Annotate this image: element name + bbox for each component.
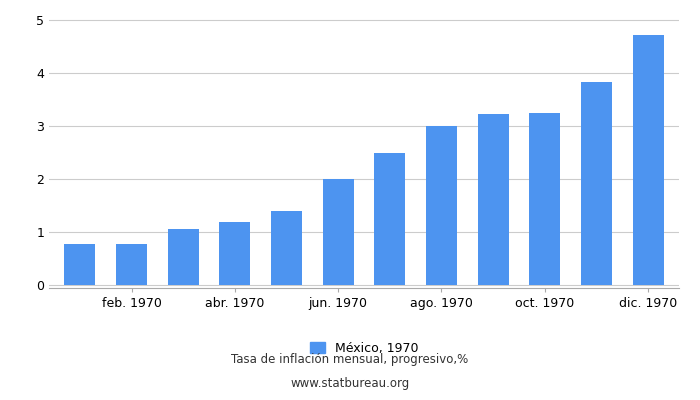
Bar bbox=[116, 244, 147, 285]
Bar bbox=[323, 179, 354, 285]
Text: www.statbureau.org: www.statbureau.org bbox=[290, 378, 410, 390]
Bar bbox=[581, 82, 612, 285]
Bar bbox=[374, 153, 405, 285]
Text: Tasa de inflación mensual, progresivo,%: Tasa de inflación mensual, progresivo,% bbox=[232, 354, 468, 366]
Bar bbox=[426, 126, 457, 285]
Bar bbox=[633, 35, 664, 285]
Bar bbox=[64, 244, 95, 285]
Bar bbox=[219, 222, 251, 285]
Bar bbox=[168, 228, 199, 285]
Bar bbox=[271, 211, 302, 285]
Bar bbox=[529, 113, 560, 285]
Legend: México, 1970: México, 1970 bbox=[304, 336, 424, 361]
Bar bbox=[477, 114, 509, 285]
